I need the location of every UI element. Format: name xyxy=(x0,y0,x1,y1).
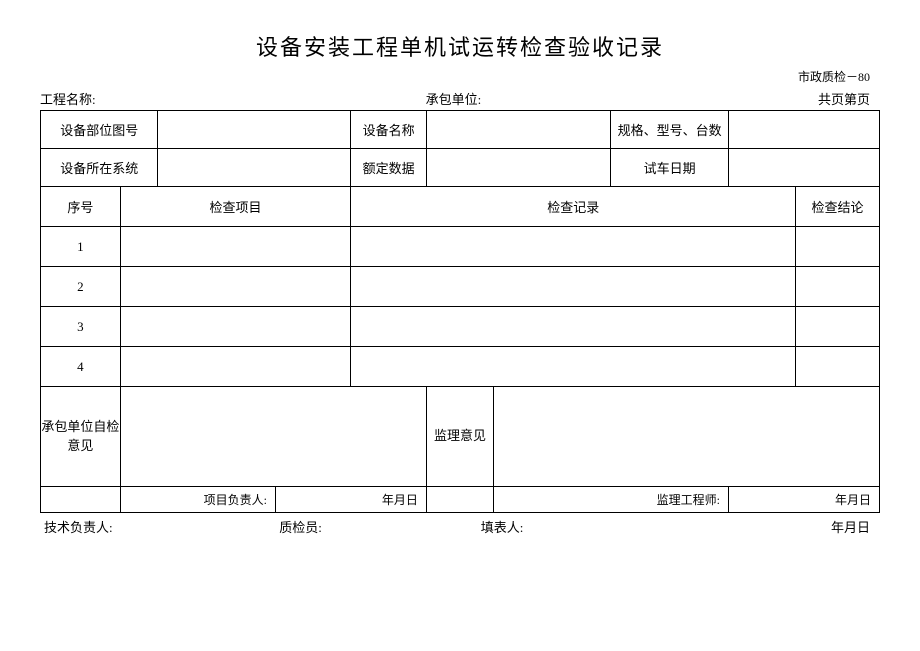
spec-model-qty-value xyxy=(728,111,879,149)
form-title: 设备安装工程单机试运转检查验收记录 xyxy=(40,30,880,62)
row-seq: 2 xyxy=(41,267,121,307)
row-item xyxy=(120,307,351,347)
row-record xyxy=(351,307,796,347)
rated-data-value xyxy=(426,149,611,187)
footer-line: 技术负责人: 质检员: 填表人: 年月日 xyxy=(40,515,880,537)
row-seq: 4 xyxy=(41,347,121,387)
date2: 年月日 xyxy=(728,487,879,513)
row-conclusion xyxy=(796,307,880,347)
supervision-engineer-label: 监理工程师: xyxy=(494,487,729,513)
row-seq: 3 xyxy=(41,307,121,347)
equip-name-label: 设备名称 xyxy=(351,111,427,149)
col-record: 检查记录 xyxy=(351,187,796,227)
row-conclusion xyxy=(796,347,880,387)
filler-label: 填表人: xyxy=(477,515,729,537)
row-item xyxy=(120,267,351,307)
date1: 年月日 xyxy=(275,487,426,513)
row-record xyxy=(351,227,796,267)
row-record xyxy=(351,347,796,387)
col-item: 检查项目 xyxy=(120,187,351,227)
project-lead-label: 项目负责人: xyxy=(120,487,275,513)
rated-data-label: 额定数据 xyxy=(351,149,427,187)
qc-label: 质检员: xyxy=(275,515,477,537)
sig-blank2 xyxy=(426,487,493,513)
trial-date-value xyxy=(728,149,879,187)
spec-model-qty-label: 规格、型号、台数 xyxy=(611,111,728,149)
main-table: 设备部位图号 设备名称 规格、型号、台数 设备所在系统 额定数据 试车日期 序号… xyxy=(40,110,880,513)
equip-name-value xyxy=(426,111,611,149)
row-item xyxy=(120,227,351,267)
contractor-label: 承包单位: xyxy=(426,89,482,108)
row-seq: 1 xyxy=(41,227,121,267)
tech-lead-label: 技术负责人: xyxy=(40,515,275,537)
col-conclusion: 检查结论 xyxy=(796,187,880,227)
equip-system-value xyxy=(158,149,351,187)
equip-part-no-label: 设备部位图号 xyxy=(41,111,158,149)
row-conclusion xyxy=(796,227,880,267)
self-check-opinion-value xyxy=(120,387,426,487)
equip-system-label: 设备所在系统 xyxy=(41,149,158,187)
row-item xyxy=(120,347,351,387)
supervision-opinion-value xyxy=(494,387,880,487)
sig-blank xyxy=(41,487,121,513)
row-record xyxy=(351,267,796,307)
row-conclusion xyxy=(796,267,880,307)
col-seq: 序号 xyxy=(41,187,121,227)
project-name-label: 工程名称: xyxy=(40,89,96,108)
self-check-opinion-label: 承包单位自检意见 xyxy=(41,387,121,487)
page-count-label: 共页第页 xyxy=(818,89,880,108)
trial-date-label: 试车日期 xyxy=(611,149,728,187)
supervision-opinion-label: 监理意见 xyxy=(426,387,493,487)
equip-part-no-value xyxy=(158,111,351,149)
form-code: 市政质检－80 xyxy=(40,68,880,85)
footer-date: 年月日 xyxy=(729,515,880,537)
